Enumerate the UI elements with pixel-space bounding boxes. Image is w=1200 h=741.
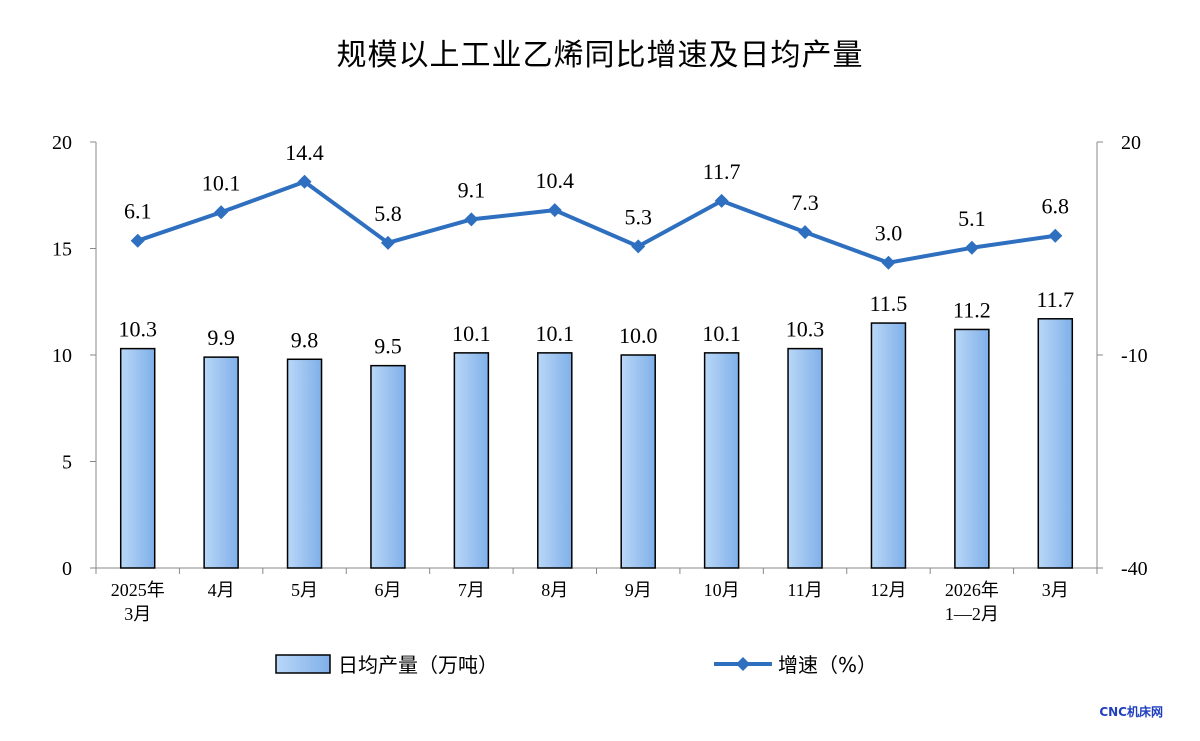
bar	[453, 352, 490, 569]
x-tick-label: 5月	[291, 580, 318, 600]
line-data-label: 7.3	[791, 190, 819, 215]
bar-data-label: 9.9	[207, 325, 235, 350]
legend-line-marker	[736, 657, 750, 671]
line-point	[964, 240, 979, 255]
line-point	[798, 225, 813, 240]
bar-data-label: 9.8	[291, 327, 319, 352]
left-tick-label: 15	[52, 239, 72, 261]
line-data-label: 9.1	[458, 177, 486, 202]
x-tick-label: 7月	[458, 580, 485, 600]
x-tick-label: 8月	[541, 580, 568, 600]
bar-data-label: 10.1	[452, 321, 491, 346]
line-data-label: 10.4	[536, 168, 575, 193]
line-data-label: 3.0	[875, 221, 903, 246]
bar-data-label: 10.1	[536, 321, 575, 346]
line-point	[881, 255, 896, 270]
x-tick-label: 2025年	[111, 580, 165, 600]
x-tick-label: 12月	[870, 580, 906, 600]
bar	[1037, 318, 1074, 569]
line-data-label: 5.1	[958, 206, 986, 231]
bar	[203, 356, 239, 569]
line-point	[547, 203, 562, 218]
line-point	[130, 233, 145, 248]
bar-data-label: 9.5	[374, 334, 402, 359]
watermark-text: CNC机床网	[1099, 704, 1163, 719]
line-data-label: 6.8	[1042, 194, 1070, 219]
line-data-label: 11.7	[703, 159, 741, 184]
bar-data-label: 11.7	[1036, 287, 1074, 312]
left-tick-label: 0	[62, 558, 72, 580]
legend-bar-swatch	[275, 654, 331, 674]
x-tick-label: 10月	[704, 580, 740, 600]
left-tick-label: 10	[52, 345, 72, 367]
left-tick-label: 5	[62, 452, 72, 474]
bar-data-label: 10.1	[702, 321, 741, 346]
line-point	[1048, 228, 1063, 243]
x-tick-label: 2026年	[945, 580, 999, 600]
bar	[787, 347, 823, 569]
bar-data-label: 10.3	[118, 317, 157, 342]
chart-title: 规模以上工业乙烯同比增速及日均产量	[336, 38, 864, 73]
left-tick-label: 20	[52, 132, 72, 154]
line-point	[714, 193, 729, 208]
line-data-label: 5.8	[374, 201, 402, 226]
legend-line-label: 增速（%）	[778, 653, 877, 677]
bar	[703, 352, 740, 569]
x-tick-label: 3月	[124, 604, 151, 624]
line-point	[464, 212, 479, 227]
bar	[954, 328, 990, 569]
line-data-label: 6.1	[124, 199, 152, 224]
x-tick-label: 3月	[1042, 580, 1069, 600]
line-point	[380, 235, 395, 250]
line-point	[297, 174, 312, 189]
bar-data-label: 11.2	[953, 297, 991, 322]
growth-line	[137, 179, 1056, 265]
bar-data-label: 10.0	[619, 323, 658, 348]
x-tick-label: 6月	[374, 580, 401, 600]
bar	[286, 358, 323, 569]
line-data-label: 5.3	[624, 204, 652, 229]
x-tick-label: 4月	[208, 580, 235, 600]
legend-bar-label: 日均产量（万吨）	[338, 653, 498, 677]
right-tick-label: 20	[1121, 132, 1141, 154]
bar	[537, 352, 573, 569]
bar	[370, 364, 406, 569]
bar-data-label: 11.5	[870, 291, 908, 316]
bar	[119, 347, 156, 569]
x-tick-label: 9月	[625, 580, 652, 600]
line-data-label: 14.4	[285, 140, 324, 165]
bar	[620, 354, 656, 569]
x-tick-label: 11月	[787, 580, 822, 600]
right-tick-label: -40	[1121, 558, 1148, 580]
x-tick-label: 1—2月	[945, 604, 999, 624]
line-data-label: 10.1	[202, 170, 241, 195]
line-point	[214, 205, 229, 220]
bar-data-label: 10.3	[786, 317, 825, 342]
right-tick-label: -10	[1121, 345, 1148, 367]
bar	[870, 322, 907, 569]
line-point	[631, 239, 646, 254]
